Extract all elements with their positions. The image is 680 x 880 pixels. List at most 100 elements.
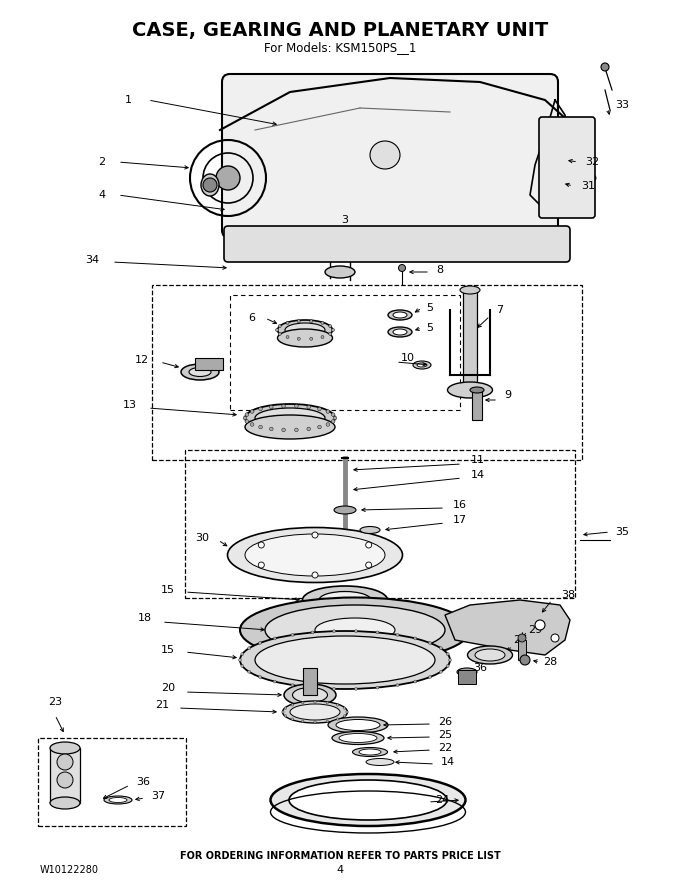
Text: 26: 26 <box>438 717 452 727</box>
Text: 15: 15 <box>161 645 175 655</box>
Circle shape <box>328 325 332 327</box>
Circle shape <box>243 416 247 420</box>
Bar <box>518 640 526 660</box>
Ellipse shape <box>303 586 388 614</box>
Ellipse shape <box>475 649 505 661</box>
Text: FOR ORDERING INFORMATION REFER TO PARTS PRICE LIST: FOR ORDERING INFORMATION REFER TO PARTS … <box>180 851 500 861</box>
Circle shape <box>326 422 330 426</box>
Ellipse shape <box>388 310 412 320</box>
Circle shape <box>294 428 299 432</box>
Circle shape <box>343 707 345 709</box>
Circle shape <box>326 720 328 722</box>
Bar <box>50 748 80 803</box>
Text: 23: 23 <box>48 697 62 707</box>
Circle shape <box>286 321 289 325</box>
Circle shape <box>449 658 452 662</box>
Ellipse shape <box>388 327 412 337</box>
Circle shape <box>313 700 316 703</box>
Ellipse shape <box>447 382 492 398</box>
Circle shape <box>331 413 335 416</box>
Circle shape <box>328 333 332 335</box>
Ellipse shape <box>292 687 328 702</box>
Ellipse shape <box>240 598 470 663</box>
Circle shape <box>291 718 294 720</box>
Ellipse shape <box>181 364 219 380</box>
Ellipse shape <box>470 387 484 393</box>
Text: 34: 34 <box>85 255 99 265</box>
Text: 13: 13 <box>123 400 137 410</box>
Circle shape <box>297 337 301 341</box>
Text: 2: 2 <box>99 157 105 167</box>
Ellipse shape <box>50 797 80 809</box>
Circle shape <box>258 676 262 678</box>
Text: 37: 37 <box>151 791 165 801</box>
Circle shape <box>258 562 265 568</box>
Circle shape <box>333 630 335 633</box>
Circle shape <box>301 701 304 704</box>
Text: 22: 22 <box>438 743 452 753</box>
Text: 25: 25 <box>438 730 452 740</box>
Text: 1: 1 <box>124 95 131 105</box>
Ellipse shape <box>104 796 132 804</box>
Text: 36: 36 <box>473 663 487 673</box>
Circle shape <box>294 404 299 408</box>
Bar <box>463 290 477 390</box>
Ellipse shape <box>413 361 431 369</box>
Ellipse shape <box>255 408 325 428</box>
Ellipse shape <box>457 668 477 676</box>
Circle shape <box>307 427 311 430</box>
Circle shape <box>282 711 284 713</box>
Circle shape <box>258 542 265 548</box>
Text: For Models: KSM150PS__1: For Models: KSM150PS__1 <box>264 41 416 55</box>
Ellipse shape <box>289 780 447 820</box>
Circle shape <box>245 420 249 423</box>
Circle shape <box>291 684 294 686</box>
Circle shape <box>337 718 339 720</box>
Circle shape <box>428 676 431 678</box>
Circle shape <box>311 686 314 689</box>
Text: 17: 17 <box>453 515 467 525</box>
Text: 28: 28 <box>543 657 557 667</box>
Circle shape <box>291 634 294 636</box>
Text: 31: 31 <box>581 181 595 191</box>
Ellipse shape <box>271 774 466 826</box>
Bar <box>152 285 582 460</box>
Ellipse shape <box>360 526 380 533</box>
Circle shape <box>239 658 241 662</box>
Text: 9: 9 <box>505 390 511 400</box>
Circle shape <box>313 721 316 723</box>
Circle shape <box>332 328 335 332</box>
Circle shape <box>366 542 372 548</box>
Text: 29: 29 <box>528 625 542 635</box>
Ellipse shape <box>393 329 407 335</box>
Circle shape <box>258 425 262 429</box>
Text: 30: 30 <box>195 533 209 543</box>
Ellipse shape <box>315 618 395 642</box>
Ellipse shape <box>468 646 513 664</box>
Ellipse shape <box>189 368 211 377</box>
Circle shape <box>312 532 318 538</box>
Circle shape <box>601 63 609 71</box>
Text: 35: 35 <box>615 527 629 537</box>
Ellipse shape <box>284 684 336 706</box>
Circle shape <box>241 652 244 656</box>
Bar <box>185 450 575 598</box>
Text: 14: 14 <box>441 757 455 767</box>
Text: 33: 33 <box>615 100 629 110</box>
Circle shape <box>278 325 282 327</box>
Circle shape <box>57 754 73 770</box>
Circle shape <box>321 335 324 339</box>
Circle shape <box>439 647 443 649</box>
Circle shape <box>291 704 294 706</box>
Ellipse shape <box>393 312 407 318</box>
Circle shape <box>248 671 250 673</box>
Circle shape <box>301 720 304 722</box>
Circle shape <box>284 707 287 709</box>
Circle shape <box>258 642 262 644</box>
FancyBboxPatch shape <box>222 74 558 238</box>
Ellipse shape <box>240 631 450 689</box>
Text: 8: 8 <box>437 265 443 275</box>
Circle shape <box>309 337 313 341</box>
Circle shape <box>318 425 321 429</box>
Ellipse shape <box>201 174 219 196</box>
